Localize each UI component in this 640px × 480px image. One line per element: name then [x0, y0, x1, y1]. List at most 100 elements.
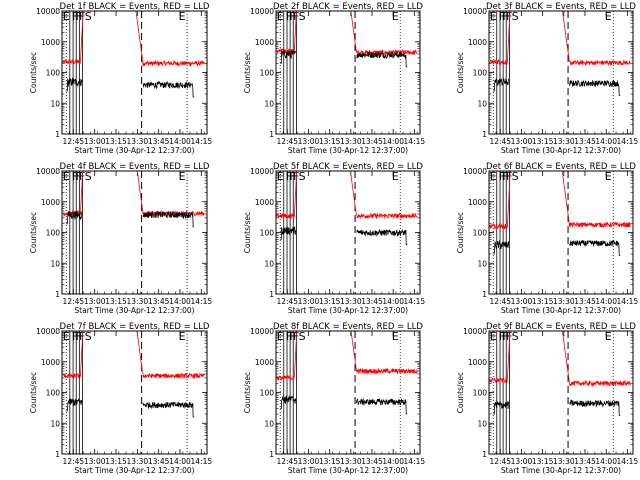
x-tick-label: 13:45 [148, 137, 170, 146]
plot-frame [275, 330, 421, 455]
x-tick-label: 14:00 [382, 297, 404, 306]
y-tick-label: 100 [260, 69, 275, 78]
lld-series [276, 331, 418, 381]
y-tick-label: 10000 [36, 167, 60, 176]
panel-6: Det 6f BLACK = Events, RED = LLD 1 10 100 10… [456, 162, 638, 315]
lld-series [62, 11, 205, 68]
flag-letter: F [289, 10, 295, 23]
x-tick-label: 13:00 [511, 457, 533, 466]
x-axis-label: Start Time (30-Apr-12 12:37:00) [74, 306, 194, 315]
panel-title: Det 3f BLACK = Events, RED = LLD [486, 2, 636, 12]
flag-letter: F [286, 170, 292, 183]
flag-letter: F [293, 330, 299, 343]
y-tick-label: 10000 [463, 7, 487, 16]
y-tick-label: 10000 [463, 327, 487, 336]
y-tick-label: 100 [260, 389, 275, 398]
y-tick-label: 1 [482, 450, 487, 459]
flag-letter: F [502, 10, 508, 23]
events-series [493, 399, 621, 416]
flag-letter: F [506, 10, 512, 23]
x-tick-label: 13:30 [127, 297, 149, 306]
y-axis-label: Counts/sec [456, 372, 465, 413]
lld-series [489, 331, 631, 388]
x-tick-label: 13:15 [105, 297, 127, 306]
flag-letter: S [512, 170, 519, 183]
plot-frame [61, 10, 208, 135]
events-series [280, 395, 408, 415]
flag-letter: F [76, 10, 82, 23]
y-tick-label: 1000 [41, 358, 60, 367]
x-tick-label: 14:15 [404, 457, 426, 466]
lld-series [489, 171, 631, 230]
x-tick-label: 13:15 [532, 457, 554, 466]
y-axis-label: Counts/sec [456, 52, 465, 93]
panel-2: Det 2f BLACK = Events, RED = LLD 1 10 100 10… [243, 2, 426, 155]
events-series [66, 209, 195, 228]
x-tick-label: 14:15 [191, 137, 213, 146]
x-tick-label: 13:30 [127, 457, 149, 466]
y-tick-label: 1000 [255, 358, 274, 367]
x-tick-label: 13:30 [340, 137, 362, 146]
flag-letter: F [289, 330, 295, 343]
flag-letter: E [179, 170, 186, 183]
flag-letter: E [392, 170, 399, 183]
x-tick-label: 14:15 [191, 457, 213, 466]
y-tick-label: 100 [473, 69, 488, 78]
y-axis-label: Counts/sec [29, 372, 38, 413]
x-axis-label: Start Time (30-Apr-12 12:37:00) [501, 146, 621, 155]
x-axis-label: Start Time (30-Apr-12 12:37:00) [501, 306, 621, 315]
flag-letter: E [277, 330, 284, 343]
flag-letter: E [490, 330, 497, 343]
flag-letter: F [502, 170, 508, 183]
y-tick-label: 1000 [468, 198, 487, 207]
x-tick-label: 13:15 [319, 457, 341, 466]
y-tick-label: 1 [269, 450, 274, 459]
flag-letter: E [179, 330, 186, 343]
x-tick-label: 14:15 [191, 297, 213, 306]
x-tick-label: 13:45 [574, 297, 596, 306]
x-tick-label: 14:15 [404, 137, 426, 146]
y-axis-label: Counts/sec [29, 212, 38, 253]
flag-letter: F [72, 170, 78, 183]
x-tick-label: 13:00 [511, 297, 533, 306]
y-tick-label: 10 [50, 259, 60, 268]
y-tick-label: 10 [264, 259, 274, 268]
y-tick-label: 1 [482, 130, 487, 139]
y-tick-label: 100 [46, 69, 61, 78]
y-tick-label: 10000 [250, 327, 274, 336]
y-tick-label: 10 [477, 419, 487, 428]
events-series [493, 239, 621, 256]
y-tick-label: 10 [50, 419, 60, 428]
x-tick-label: 13:45 [148, 457, 170, 466]
plot-frame [61, 330, 208, 455]
x-tick-label: 13:00 [84, 297, 106, 306]
x-axis-label: Start Time (30-Apr-12 12:37:00) [288, 146, 408, 155]
x-tick-label: 13:30 [553, 137, 575, 146]
y-tick-label: 10 [50, 99, 60, 108]
x-tick-label: 14:00 [595, 457, 617, 466]
x-tick-label: 13:30 [553, 297, 575, 306]
x-tick-label: 13:00 [298, 457, 320, 466]
y-axis-label: Counts/sec [243, 212, 252, 253]
flag-letter: F [286, 10, 292, 23]
flag-letter: F [499, 10, 505, 23]
lld-series [62, 331, 205, 380]
x-axis-label: Start Time (30-Apr-12 12:37:00) [74, 146, 194, 155]
y-axis-label: Counts/sec [243, 52, 252, 93]
y-tick-label: 100 [46, 389, 61, 398]
x-tick-label: 13:15 [319, 137, 341, 146]
y-tick-label: 1000 [468, 38, 487, 47]
panel-5: Det 5f BLACK = Events, RED = LLD 1 10 100 10… [243, 162, 425, 315]
x-tick-label: 13:30 [553, 457, 575, 466]
y-tick-label: 1000 [468, 358, 487, 367]
panel-title: Det 7f BLACK = Events, RED = LLD [60, 322, 210, 332]
panel-title: Det 2f BLACK = Events, RED = LLD [273, 2, 423, 12]
flag-letter: S [85, 170, 92, 183]
flag-letter: E [605, 10, 612, 23]
flag-letter: F [76, 170, 82, 183]
y-tick-label: 10 [264, 99, 274, 108]
x-tick-label: 13:45 [148, 297, 170, 306]
flag-letter: S [299, 170, 306, 183]
x-tick-label: 13:45 [361, 297, 383, 306]
flag-letter: E [605, 170, 612, 183]
